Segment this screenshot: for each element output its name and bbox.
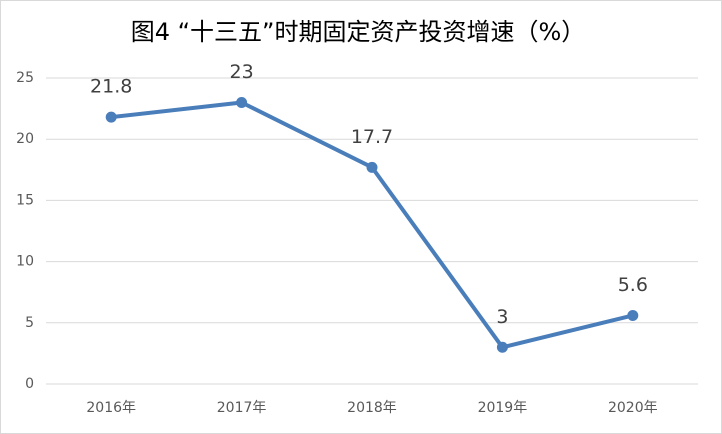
y-tick-label: 5 [25, 315, 34, 331]
data-label: 23 [230, 61, 254, 83]
point [627, 309, 639, 321]
x-tick-label: 2016年 [86, 400, 136, 416]
y-tick-label: 25 [16, 70, 34, 86]
point [496, 341, 508, 353]
x-tick-label: 2019年 [478, 400, 528, 416]
y-tick-label: 10 [16, 254, 34, 270]
point [105, 111, 117, 123]
data-label: 17.7 [351, 126, 393, 148]
y-tick-label: 0 [25, 376, 34, 392]
chart-title: 图4 “十三五”时期固定资产投资增速（%） [131, 18, 586, 46]
data-label: 5.6 [618, 274, 648, 296]
data-label: 3 [496, 306, 508, 328]
y-tick-label: 15 [16, 192, 34, 208]
x-tick-label: 2018年 [347, 400, 397, 416]
y-tick-label: 20 [16, 131, 34, 147]
point [366, 161, 378, 173]
x-tick-label: 2020年 [608, 400, 658, 416]
data-label: 21.8 [90, 76, 132, 98]
x-tick-label: 2017年 [217, 400, 267, 416]
point [236, 96, 248, 108]
